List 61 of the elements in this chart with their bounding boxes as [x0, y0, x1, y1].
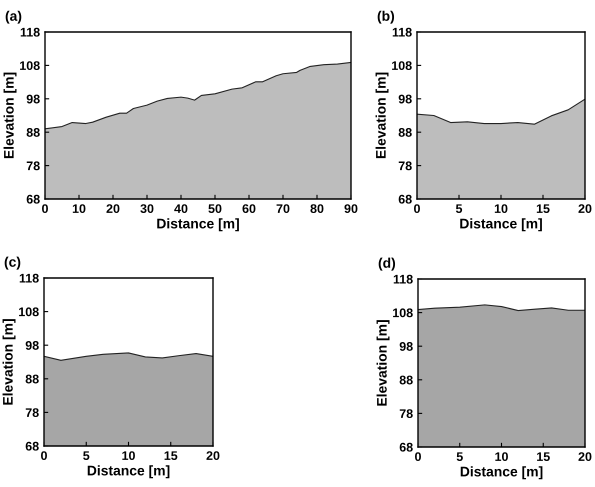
- x-tick-label: 50: [208, 204, 222, 214]
- chart-title: (a): [6, 10, 22, 24]
- y-tick-label: 98: [26, 341, 39, 350]
- y-tick-label: 108: [392, 61, 412, 70]
- x-axis-title: Distance [m]: [460, 218, 542, 232]
- y-tick-label: 98: [26, 94, 40, 104]
- x-tick-label: 5: [83, 451, 90, 460]
- y-axis-title: Elevation [m]: [2, 319, 16, 405]
- x-tick-label: 15: [164, 451, 178, 460]
- y-tick-label: 78: [400, 409, 413, 418]
- y-tick-label: 108: [19, 307, 39, 316]
- y-tick-label: 78: [26, 161, 40, 170]
- x-tick-label: 10: [122, 451, 135, 460]
- y-tick-label: 118: [394, 274, 413, 284]
- x-axis-title: Distance [m]: [88, 465, 170, 478]
- chart-title: (c): [4, 256, 20, 270]
- x-tick-label: 10: [494, 204, 508, 214]
- x-tick-label: 10: [72, 204, 86, 214]
- x-tick-label: 40: [174, 204, 188, 214]
- y-tick-label: 108: [393, 308, 413, 318]
- x-tick-label: 15: [537, 452, 550, 462]
- x-tick-label: 80: [310, 204, 324, 214]
- x-tick-label: 5: [456, 204, 462, 214]
- y-tick-label: 108: [20, 61, 40, 70]
- x-tick-label: 20: [106, 204, 120, 214]
- x-tick-label: 0: [415, 452, 421, 462]
- x-tick-label: 20: [578, 204, 592, 214]
- x-tick-label: 5: [456, 452, 463, 462]
- y-tick-label: 68: [398, 194, 412, 204]
- x-tick-label: 20: [578, 452, 592, 462]
- y-axis-title: Elevation [m]: [376, 320, 390, 406]
- x-tick-label: 15: [536, 204, 550, 214]
- y-tick-label: 98: [398, 94, 412, 104]
- chart-title: (b): [378, 10, 394, 24]
- y-tick-label: 88: [26, 128, 40, 137]
- x-tick-label: 20: [206, 451, 220, 460]
- y-tick-label: 88: [26, 374, 39, 384]
- y-tick-label: 118: [20, 28, 40, 37]
- y-tick-label: 68: [26, 194, 40, 204]
- y-axis-title: Elevation [m]: [376, 72, 389, 158]
- y-tick-label: 98: [400, 342, 413, 351]
- y-tick-label: 78: [26, 408, 39, 418]
- x-tick-label: 10: [495, 452, 508, 462]
- x-tick-label: 90: [344, 204, 358, 214]
- y-tick-label: 88: [398, 128, 412, 137]
- y-tick-label: 78: [398, 161, 412, 170]
- x-tick-label: 30: [140, 204, 154, 214]
- x-tick-label: 0: [414, 204, 420, 214]
- y-tick-label: 88: [400, 376, 413, 384]
- y-tick-label: 118: [392, 28, 412, 37]
- x-tick-label: 60: [242, 204, 256, 214]
- x-tick-label: 0: [41, 451, 47, 460]
- x-axis-title: Distance [m]: [157, 218, 239, 232]
- chart-title: (d): [378, 258, 396, 271]
- x-tick-label: 0: [42, 204, 48, 214]
- x-axis-title: Distance [m]: [460, 466, 542, 480]
- y-tick-label: 68: [26, 442, 39, 451]
- y-tick-label: 118: [20, 274, 39, 283]
- y-tick-label: 68: [400, 442, 413, 452]
- x-tick-label: 70: [276, 204, 290, 214]
- y-axis-title: Elevation [m]: [4, 72, 17, 158]
